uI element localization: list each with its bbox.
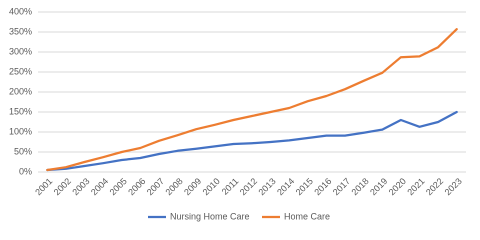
y-tick-label: 0% [19, 166, 32, 176]
x-tick-label: 2012 [238, 176, 259, 197]
x-tick-label: 2004 [89, 176, 110, 197]
y-tick-label: 100% [9, 126, 32, 136]
x-tick-label: 2023 [443, 176, 464, 197]
x-tick-label: 2022 [424, 176, 445, 197]
y-tick-label: 400% [9, 6, 32, 16]
x-tick-label: 2008 [163, 176, 184, 197]
legend-label: Home Care [284, 211, 330, 221]
x-tick-label: 2019 [368, 176, 389, 197]
y-tick-label: 300% [9, 46, 32, 56]
y-tick-label: 150% [9, 106, 32, 116]
x-tick-label: 2016 [312, 176, 333, 197]
legend-label: Nursing Home Care [170, 211, 250, 221]
series-line [46, 28, 458, 172]
x-tick-label: 2015 [294, 176, 315, 197]
x-tick-label: 2018 [350, 176, 371, 197]
x-tick-label: 2017 [331, 176, 352, 197]
x-tick-label: 2005 [108, 176, 129, 197]
series-line [46, 110, 458, 172]
y-tick-label: 200% [9, 86, 32, 96]
x-tick-label: 2021 [405, 176, 426, 197]
x-tick-label: 2007 [145, 176, 166, 197]
x-tick-label: 2010 [201, 176, 222, 197]
chart: 0%50%100%150%200%250%300%350%400%2001200… [9, 6, 466, 221]
x-tick-label: 2009 [182, 176, 203, 197]
y-tick-label: 250% [9, 66, 32, 76]
y-tick-label: 350% [9, 26, 32, 36]
x-tick-label: 2003 [70, 176, 91, 197]
x-tick-label: 2013 [256, 176, 277, 197]
x-tick-label: 2011 [220, 176, 241, 197]
x-tick-label: 2020 [387, 176, 408, 197]
x-tick-label: 2001 [33, 176, 54, 197]
x-tick-label: 2002 [52, 176, 73, 197]
x-tick-label: 2006 [126, 176, 147, 197]
x-tick-label: 2014 [275, 176, 296, 197]
y-tick-label: 50% [14, 146, 32, 156]
